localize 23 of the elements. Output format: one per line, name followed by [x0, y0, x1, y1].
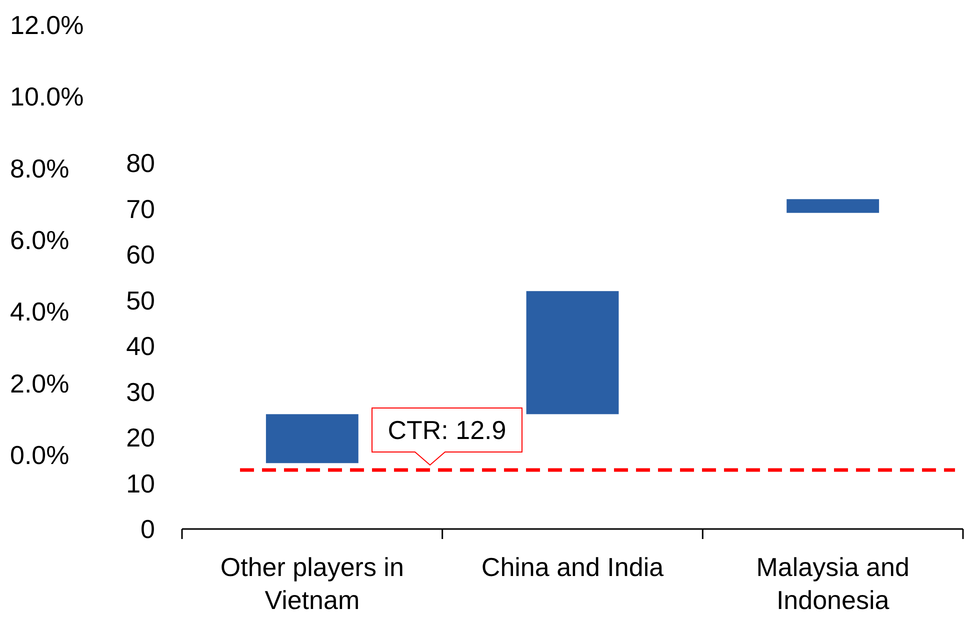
- x-tick-label: China and India: [481, 552, 664, 582]
- y-tick-label: 40: [126, 331, 155, 362]
- y-tick-label: 10: [126, 468, 155, 498]
- y-tick-label: 60: [126, 240, 155, 270]
- y2-tick-label: 12.0%: [10, 10, 84, 40]
- y-tick-label: 70: [126, 194, 155, 224]
- y-tick-label: 50: [126, 285, 155, 316]
- y2-tick-label: 4.0%: [10, 296, 70, 327]
- ref-line-label: CTR: 12.9: [388, 415, 506, 446]
- y-tick-label: 80: [126, 148, 155, 178]
- bar: [266, 414, 358, 464]
- y2-tick-label: 8.0%: [10, 153, 70, 184]
- y2-tick-label: 0.0%: [10, 440, 70, 470]
- y2-tick-label: 6.0%: [10, 225, 70, 256]
- x-tick-label: Other players in Vietnam: [220, 552, 404, 615]
- y2-tick-label: 2.0%: [10, 368, 70, 398]
- bar: [786, 199, 880, 213]
- bar: [526, 291, 619, 414]
- x-tick-label: Malaysia and Indonesia: [756, 552, 910, 615]
- y-tick-label: 0: [140, 514, 155, 544]
- y-tick-label: 20: [126, 422, 155, 453]
- y2-tick-label: 10.0%: [10, 82, 84, 112]
- y-tick-label: 30: [126, 376, 155, 407]
